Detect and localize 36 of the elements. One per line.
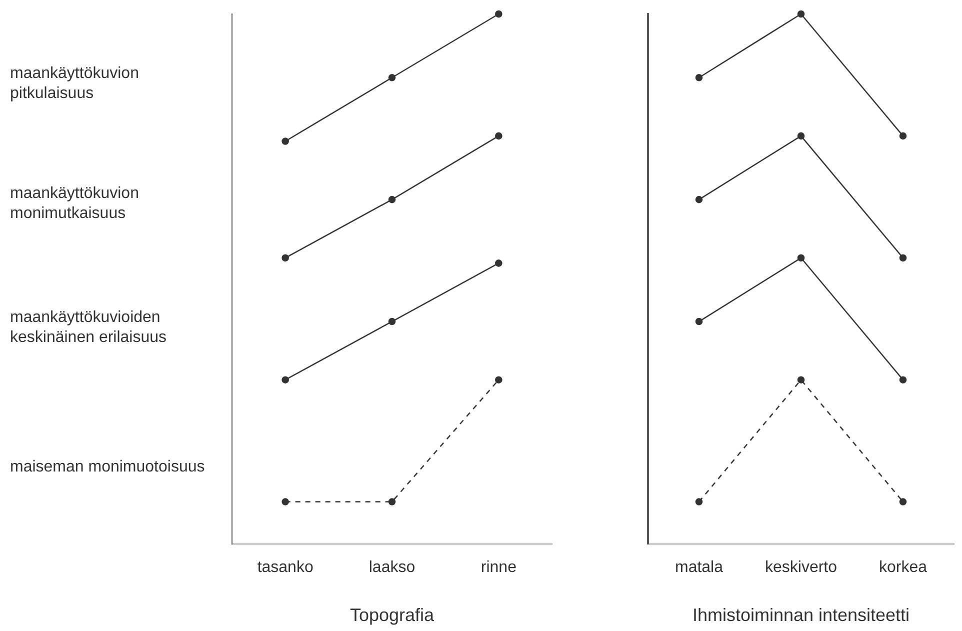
point — [495, 10, 502, 18]
point — [797, 376, 805, 384]
point — [797, 132, 805, 140]
point — [388, 74, 396, 82]
x-tick-label: keskiverto — [764, 559, 838, 576]
text: maankäyttökuvioiden keskinäinen erilaisuus — [10, 308, 167, 346]
text: maankäyttökuvion pitkulaisuus — [10, 65, 139, 102]
point — [899, 376, 907, 384]
x-tick-label: laakso — [368, 559, 416, 576]
point — [695, 498, 703, 506]
x-tick-label: korkea — [878, 559, 928, 576]
point — [695, 196, 703, 204]
point — [495, 376, 502, 384]
x-tick-label: tasanko — [257, 559, 314, 576]
point — [388, 196, 396, 204]
point — [495, 260, 502, 267]
point — [282, 254, 289, 262]
point — [282, 376, 289, 384]
point — [797, 254, 805, 262]
text: maiseman monimuotoisuus — [10, 458, 205, 476]
x-axis-title: Ihmistoiminnan intensiteetti — [692, 605, 910, 626]
point — [388, 318, 396, 326]
x-tick-label: matala — [674, 559, 724, 576]
x-tick-label: rinne — [480, 559, 517, 576]
point — [695, 74, 703, 82]
point — [282, 498, 289, 506]
point — [899, 498, 907, 506]
point — [695, 318, 703, 326]
text: maankäyttökuvion monimutkaisuus — [10, 185, 139, 222]
point — [495, 132, 502, 140]
point — [282, 138, 289, 145]
point — [797, 10, 805, 18]
point — [899, 254, 907, 262]
point — [899, 132, 907, 140]
point — [388, 498, 396, 506]
x-axis-title: Topografia — [350, 605, 436, 626]
